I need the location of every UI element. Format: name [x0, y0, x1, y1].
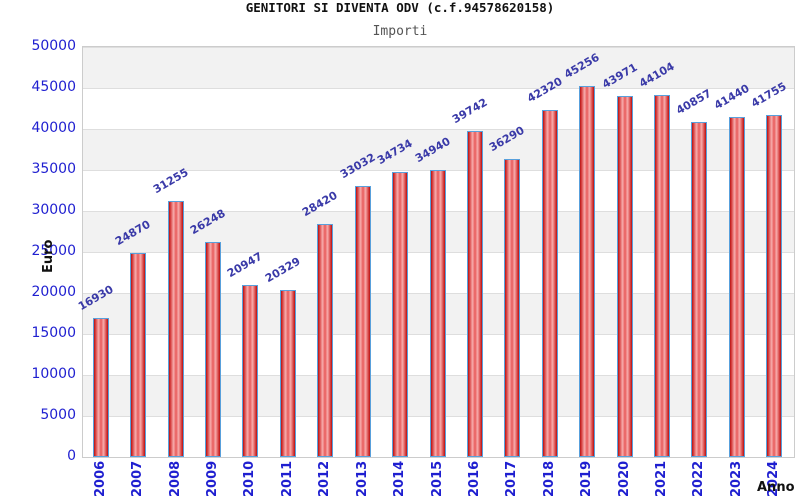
bar	[766, 114, 783, 457]
bar	[317, 223, 334, 457]
x-tick-label: 2013	[354, 460, 370, 497]
bar	[504, 159, 521, 457]
x-tick-label: 2011	[279, 460, 295, 497]
y-tick-label: 45000	[31, 79, 76, 95]
bar	[204, 241, 221, 457]
y-tick-label: 25000	[31, 243, 76, 259]
bar	[654, 95, 671, 457]
x-tick-label: 2008	[167, 460, 183, 497]
x-axis-title: Anno	[757, 480, 795, 495]
plot-area	[82, 46, 795, 458]
chart-subtitle: Importi	[372, 24, 428, 39]
x-tick-label: 2014	[392, 460, 408, 497]
x-tick-label: 2019	[579, 460, 595, 497]
bar	[279, 290, 296, 457]
y-tick-label: 10000	[31, 366, 76, 382]
y-tick-label: 15000	[31, 325, 76, 341]
y-tick-label: 30000	[31, 202, 76, 218]
bar	[579, 85, 596, 457]
x-tick-label: 2009	[204, 460, 220, 497]
bar	[616, 96, 633, 457]
bar	[429, 170, 446, 457]
x-tick-label: 2012	[317, 460, 333, 497]
chart-title: GENITORI SI DIVENTA ODV (c.f.94578620158…	[245, 0, 555, 15]
bar	[242, 285, 259, 457]
y-tick-label: 20000	[31, 284, 76, 300]
x-tick-label: 2021	[654, 460, 670, 497]
y-tick-label: 50000	[31, 38, 76, 54]
x-tick-label: 2017	[504, 460, 520, 497]
bar	[392, 172, 409, 457]
bar	[466, 131, 483, 457]
y-axis-title: Euro	[41, 239, 56, 273]
x-tick-label: 2020	[616, 460, 632, 497]
x-tick-label: 2018	[541, 460, 557, 497]
bar	[691, 121, 708, 457]
x-tick-label: 2022	[691, 460, 707, 497]
x-tick-label: 2023	[728, 460, 744, 497]
y-tick-label: 5000	[40, 407, 76, 423]
x-tick-label: 2015	[429, 460, 445, 497]
bar	[92, 318, 109, 457]
bar	[354, 186, 371, 457]
x-tick-label: 2010	[242, 460, 258, 497]
x-tick-label: 2006	[92, 460, 108, 497]
bar	[728, 117, 745, 457]
y-tick-label: 0	[67, 448, 76, 464]
x-tick-label: 2016	[466, 460, 482, 497]
x-tick-label: 2007	[130, 460, 146, 497]
y-tick-label: 40000	[31, 120, 76, 136]
y-tick-label: 35000	[31, 161, 76, 177]
bar	[130, 253, 147, 457]
bar	[167, 200, 184, 457]
bar	[541, 109, 558, 457]
